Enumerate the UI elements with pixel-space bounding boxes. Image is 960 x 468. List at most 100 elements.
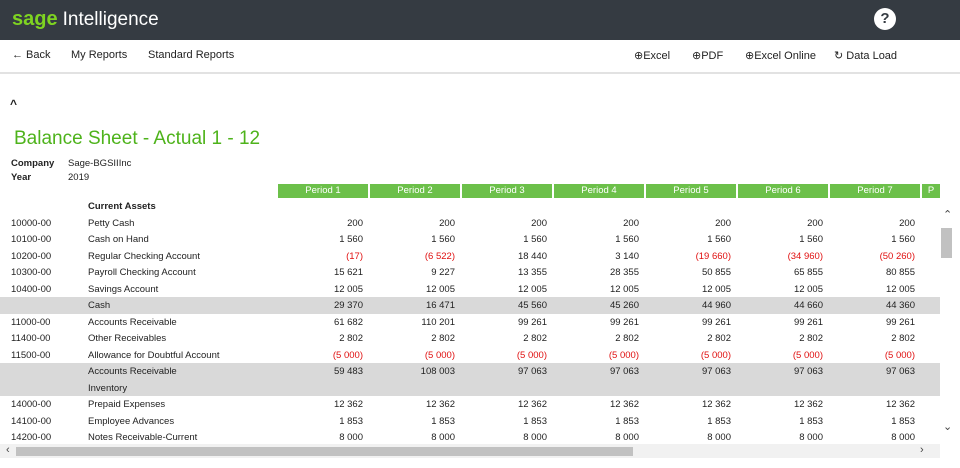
account-name: Notes Receivable-Current xyxy=(88,432,198,443)
period-value: 1 560 xyxy=(523,234,547,245)
period-value: 200 xyxy=(807,217,823,229)
table-row: 14000-00 Prepaid Expenses 12 362 12 362 12 3… xyxy=(0,396,940,413)
vertical-scroll-thumb[interactable] xyxy=(941,228,952,258)
period-value: 99 261 xyxy=(609,316,639,328)
period-value: 13 355 xyxy=(517,267,547,278)
account-name: Cash xyxy=(88,300,111,311)
period-header[interactable]: Period 5 xyxy=(646,184,736,198)
period-header[interactable]: Period 3 xyxy=(462,184,552,198)
brand-product: Intelligence xyxy=(62,9,159,30)
account-name: Savings Account xyxy=(88,283,159,295)
vertical-scrollbar[interactable]: ⌃ ⌄ xyxy=(940,198,960,444)
period-value: 12 005 xyxy=(425,283,455,295)
help-icon[interactable]: ? xyxy=(874,8,896,30)
brand-sage: sage xyxy=(12,8,58,30)
account-name: Allowance for Doubtful Account xyxy=(88,349,220,361)
account-name: Accounts Receivable xyxy=(88,366,177,377)
table-row: 10300-00 Payroll Checking Account 15 621 9 … xyxy=(0,264,940,281)
data-load-label: Data Load xyxy=(846,50,898,62)
section-header-row: Current Assets xyxy=(0,198,940,215)
export-excel-button[interactable]: ⊕Excel xyxy=(634,49,670,62)
scroll-right-icon[interactable]: › xyxy=(920,444,924,456)
scroll-left-icon[interactable]: ‹ xyxy=(6,444,10,456)
period-value: 12 362 xyxy=(701,399,731,410)
horizontal-scrollbar[interactable]: ‹ › xyxy=(0,444,940,458)
excel-online-label: Excel Online xyxy=(754,50,816,62)
export-pdf-button[interactable]: ⊕PDF xyxy=(692,49,723,62)
period-value: 12 005 xyxy=(517,283,547,295)
period-header[interactable]: P xyxy=(922,184,940,198)
period-value: (6 522) xyxy=(424,250,455,262)
table-row: 14200-00 Notes Receivable-Current 8 000 8 0… xyxy=(0,429,940,444)
period-value: 12 362 xyxy=(333,399,363,410)
period-value: 97 063 xyxy=(517,366,547,377)
period-value: 1 853 xyxy=(615,415,639,427)
period-header[interactable]: Period 7 xyxy=(830,184,920,198)
report-table: Current Assets 10000-00 Petty Cash 200 200 20… xyxy=(0,198,940,444)
period-value: 12 362 xyxy=(885,399,915,410)
account-code: 11000-00 xyxy=(11,316,51,328)
scroll-up-icon[interactable]: ⌃ xyxy=(943,209,953,221)
period-value: 2 802 xyxy=(431,333,455,344)
account-name-continued: Inventory xyxy=(88,382,128,394)
period-value: 200 xyxy=(531,217,547,229)
table-row: 10400-00 Savings Account 12 005 12 005 12 00… xyxy=(0,281,940,298)
period-value: 2 802 xyxy=(615,333,639,344)
standard-reports-link[interactable]: Standard Reports xyxy=(148,49,235,61)
year-value: 2019 xyxy=(68,172,90,183)
account-name: Cash on Hand xyxy=(88,234,149,245)
period-value: 99 261 xyxy=(885,316,915,328)
period-header[interactable]: Period 2 xyxy=(370,184,460,198)
period-header[interactable]: Period 6 xyxy=(738,184,828,198)
period-value: 28 355 xyxy=(609,267,639,278)
period-value: 1 853 xyxy=(707,415,731,427)
period-value: 2 802 xyxy=(523,333,547,344)
period-value: 65 855 xyxy=(793,267,823,278)
back-button[interactable]: ← Back xyxy=(12,49,51,61)
account-name: Petty Cash xyxy=(88,217,135,229)
period-value: 59 483 xyxy=(333,366,363,377)
data-load-button[interactable]: ↻ Data Load xyxy=(834,49,897,62)
account-code: 10000-00 xyxy=(11,217,52,229)
period-value: 80 855 xyxy=(885,267,915,278)
period-value: (19 660) xyxy=(695,250,731,262)
period-value: 8 000 xyxy=(615,432,639,443)
table-row: 10000-00 Petty Cash 200 200 200 200 200 200 200 xyxy=(0,215,940,232)
table-row: 10100-00 Cash on Hand 1 560 1 560 1 560 1 560… xyxy=(0,231,940,248)
toolbar: ← Back My Reports Standard Reports ⊕Exce… xyxy=(0,40,960,74)
period-value: 8 000 xyxy=(431,432,455,443)
period-value: 61 682 xyxy=(333,316,363,328)
period-value: 1 853 xyxy=(523,415,547,427)
account-code: 11500-00 xyxy=(11,349,51,361)
account-name: Employee Advances xyxy=(88,415,175,427)
account-name: Payroll Checking Account xyxy=(88,267,196,278)
excel-online-button[interactable]: ⊕Excel Online xyxy=(745,49,816,62)
download-icon: ⊕ xyxy=(692,50,702,62)
subtotal-row: Cash 29 370 16 471 45 560 45 260 44 960 44 660… xyxy=(0,297,940,314)
period-value: 2 802 xyxy=(707,333,731,344)
company-value: Sage-BGSIIInc xyxy=(68,158,132,169)
period-value: 1 560 xyxy=(707,234,731,245)
period-value: 110 201 xyxy=(421,316,455,328)
account-code: 14000-00 xyxy=(11,399,52,410)
period-value: 1 853 xyxy=(431,415,455,427)
period-value: 200 xyxy=(623,217,639,229)
table-row: 11000-00 Accounts Receivable 61 682 110 201… xyxy=(0,314,940,331)
period-value: 99 261 xyxy=(517,316,547,328)
period-value: 12 005 xyxy=(701,283,731,295)
horizontal-scroll-thumb[interactable] xyxy=(16,447,633,456)
period-value: 12 005 xyxy=(609,283,639,295)
my-reports-link[interactable]: My Reports xyxy=(71,49,128,61)
period-value: 99 261 xyxy=(701,316,731,328)
collapse-chevron-icon[interactable]: ^ xyxy=(10,97,18,111)
period-value: 1 560 xyxy=(339,234,363,245)
period-value: 12 362 xyxy=(609,399,639,410)
period-header[interactable]: Period 1 xyxy=(278,184,368,198)
period-value: (34 960) xyxy=(787,250,823,262)
period-value: (50 260) xyxy=(879,250,915,262)
period-value: 9 227 xyxy=(431,267,455,278)
scroll-down-icon[interactable]: ⌄ xyxy=(943,421,953,433)
company-label: Company xyxy=(11,158,55,169)
period-header[interactable]: Period 4 xyxy=(554,184,644,198)
period-value: 12 005 xyxy=(333,283,363,295)
